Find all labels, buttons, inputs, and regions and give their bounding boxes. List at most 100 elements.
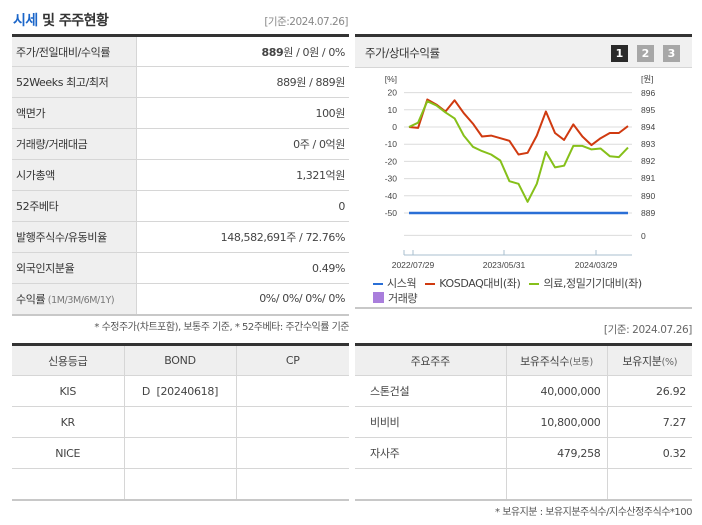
svg-text:-50: -50 <box>385 208 398 218</box>
credit-cell <box>236 437 349 469</box>
credit-header-rating: 신용등급 <box>12 344 125 376</box>
holder-shares <box>506 468 608 501</box>
stats-note: * 수정주가(차트포함), 보통주 기준, * 52주베타: 주간수익률 기준 <box>94 322 349 333</box>
chart-page-3-button[interactable]: 3 <box>663 45 680 62</box>
legend-item-sisweok[interactable]: 시스웍 <box>373 277 417 290</box>
holder-ratio: 0.32 <box>607 437 692 469</box>
svg-text:-20: -20 <box>385 156 398 166</box>
svg-text:2022/07/29: 2022/07/29 <box>392 260 435 270</box>
stats-value: 889원 / 889원 <box>136 66 349 98</box>
stats-row: 52주베타 0 <box>12 190 349 222</box>
credit-cell: KR <box>12 406 125 438</box>
stats-label: 거래량/거래대금 <box>12 128 137 160</box>
stats-label: 주가/전일대비/수익률 <box>12 35 137 67</box>
svg-text:2024/03/29: 2024/03/29 <box>575 260 618 270</box>
chart-page-2-button[interactable]: 2 <box>637 45 654 62</box>
holder-shares: 10,800,000 <box>506 406 608 438</box>
price-stats-table: 주가/전일대비/수익률 889원 / 0원 / 0% 52Weeks 최고/최저 88… <box>12 34 349 316</box>
svg-text:-40: -40 <box>385 191 398 201</box>
stats-row: 시가총액 1,321억원 <box>12 159 349 191</box>
holder-name: 비비비 <box>355 406 507 438</box>
holder-name: 스톤건설 <box>355 375 507 407</box>
credit-cell: KIS <box>12 375 125 407</box>
stats-value: 100원 <box>136 97 349 129</box>
holder-row: 스톤건설 40,000,000 26.92 <box>355 375 692 407</box>
series-line <box>408 100 629 203</box>
svg-text:[%]: [%] <box>385 74 397 84</box>
credit-header-bond: BOND <box>124 344 237 376</box>
section-title-highlight: 시세 <box>13 13 38 29</box>
legend-line-icon <box>529 283 540 285</box>
stats-value: 1,321억원 <box>136 159 349 191</box>
major-shareholders-table: 주요주주 보유주식수(보통) 보유지분(%) 스톤건설 40,000,000 26.… <box>355 343 692 501</box>
svg-text:894: 894 <box>641 122 655 132</box>
credit-header-cp: CP <box>236 344 349 376</box>
holders-note: * 보유지분 : 보유지분주식수/지수산정주식수*100 <box>495 507 692 518</box>
holder-row: 비비비 10,800,000 7.27 <box>355 406 692 438</box>
stats-label: 수익률 (1M/3M/6M/1Y) <box>12 283 137 316</box>
svg-text:[원]: [원] <box>641 74 654 84</box>
svg-text:10: 10 <box>388 105 398 115</box>
credit-cell <box>12 468 125 501</box>
svg-text:893: 893 <box>641 139 655 149</box>
credit-cell <box>124 468 237 501</box>
stats-row: 거래량/거래대금 0주 / 0억원 <box>12 128 349 160</box>
stats-label: 액면가 <box>12 97 137 129</box>
svg-text:0: 0 <box>392 122 397 132</box>
legend-item-volume[interactable]: 거래량 <box>373 292 418 305</box>
holder-name: 자사주 <box>355 437 507 469</box>
svg-text:892: 892 <box>641 156 655 166</box>
stats-label: 52주베타 <box>12 190 137 222</box>
section-title-rest: 및 주주현황 <box>37 13 109 29</box>
chart-header: 주가/상대수익률 1 2 3 <box>355 37 692 68</box>
chart-panel: 주가/상대수익률 1 2 3 <box>355 34 692 295</box>
svg-text:-30: -30 <box>385 174 398 184</box>
chart-page-1-button[interactable]: 1 <box>611 45 628 62</box>
holders-header-ratio: 보유지분(%) <box>607 344 692 376</box>
svg-text:891: 891 <box>641 173 655 183</box>
chart-title: 주가/상대수익률 <box>365 46 440 60</box>
credit-row <box>12 468 349 501</box>
legend-item-kosdaq[interactable]: KOSDAQ대비(좌) <box>425 277 521 290</box>
credit-cell: D [20240618] <box>124 375 237 407</box>
relative-return-chart: 20 10 0 -10 -20 -30 -40 -50 [%] [원] 896 895 894 893 89… <box>385 74 656 270</box>
credit-cell: NICE <box>12 437 125 469</box>
stats-row: 외국인지분율 0.49% <box>12 252 349 284</box>
credit-cell <box>236 375 349 407</box>
holder-ratio: 26.92 <box>607 375 692 407</box>
legend-box-icon <box>373 292 384 303</box>
stats-label: 발행주식수/유동비율 <box>12 221 137 253</box>
holder-shares: 479,258 <box>506 437 608 469</box>
stats-row: 발행주식수/유동비율 148,582,691주 / 72.76% <box>12 221 349 253</box>
legend-line-icon <box>373 283 383 285</box>
holders-base-date: [기준: 2024.07.26] <box>603 324 693 336</box>
svg-text:895: 895 <box>641 105 655 115</box>
svg-text:889: 889 <box>641 208 655 218</box>
stats-row: 수익률 (1M/3M/6M/1Y) 0%/ 0%/ 0%/ 0% <box>12 283 349 316</box>
svg-text:2023/05/31: 2023/05/31 <box>483 260 526 270</box>
holder-ratio: 7.27 <box>607 406 692 438</box>
credit-row: KIS D [20240618] <box>12 375 349 407</box>
credit-cell <box>124 406 237 438</box>
stats-row: 주가/전일대비/수익률 889원 / 0원 / 0% <box>12 35 349 67</box>
stats-label: 시가총액 <box>12 159 137 191</box>
stats-value: 0주 / 0억원 <box>136 128 349 160</box>
holder-row <box>355 468 692 501</box>
svg-text:-10: -10 <box>385 139 398 149</box>
credit-row: NICE <box>12 437 349 469</box>
holder-shares: 40,000,000 <box>506 375 608 407</box>
stats-value: 0%/ 0%/ 0%/ 0% <box>136 283 349 316</box>
svg-text:890: 890 <box>641 191 655 201</box>
legend-item-medical[interactable]: 의료,정밀기기대비(좌) <box>529 277 642 290</box>
credit-rating-table: 신용등급 BOND CP KIS D [20240618] KR NICE <box>12 343 349 501</box>
holder-name <box>355 468 507 501</box>
credit-row: KR <box>12 406 349 438</box>
holder-row: 자사주 479,258 0.32 <box>355 437 692 469</box>
stats-row: 52Weeks 최고/최저 889원 / 889원 <box>12 66 349 98</box>
holder-ratio <box>607 468 692 501</box>
credit-cell <box>236 468 349 501</box>
base-date: [기준:2024.07.26] <box>264 16 348 28</box>
chart-legend: 시스웍 KOSDAQ대비(좌) 의료,정밀기기대비(좌) 거래량 <box>373 276 648 306</box>
stats-value: 0 <box>136 190 349 222</box>
svg-text:896: 896 <box>641 88 655 98</box>
